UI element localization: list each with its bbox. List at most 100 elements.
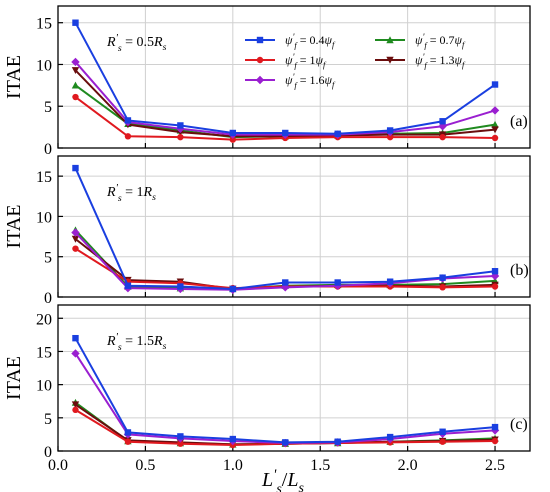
data-point (71, 228, 80, 237)
series-line (74, 84, 496, 139)
legend-marker (256, 56, 264, 64)
legend-label: ψ'f​ = 1.6ψf​ (285, 72, 336, 90)
data-point (72, 19, 79, 26)
data-point (124, 117, 132, 124)
data-point (386, 278, 394, 285)
y-tick-label: 10 (36, 378, 52, 395)
x-tick-label: 1.5 (310, 457, 330, 474)
data-point (282, 439, 289, 446)
y-tick-label: 15 (36, 344, 52, 361)
data-point (72, 93, 79, 101)
panel-annotation: R's​ = 1Rs​ (106, 183, 156, 204)
data-point (124, 282, 132, 289)
x-tick-label: 2.0 (398, 457, 418, 474)
data-point (334, 279, 341, 286)
data-point (229, 129, 237, 137)
panel-tag: (b) (510, 262, 529, 279)
panel-annotation: R's​ = 0.5Rs​ (106, 33, 167, 54)
legend-label: ψ'f​ = 0.4ψf​ (285, 32, 336, 50)
data-point (124, 438, 132, 445)
x-tick-label: 1.0 (223, 457, 243, 474)
data-point (72, 406, 79, 414)
data-point (439, 118, 446, 125)
data-point (71, 57, 80, 67)
series-line (74, 352, 496, 445)
data-point (439, 438, 446, 445)
x-tick-label: 0.0 (48, 457, 68, 474)
y-tick-label: 15 (36, 169, 52, 186)
y-tick-label: 10 (36, 57, 52, 74)
data-point (71, 349, 80, 358)
legend-marker (255, 75, 265, 85)
plot-frame (57, 155, 531, 298)
data-point (177, 433, 184, 440)
y-tick-label: 5 (44, 250, 52, 267)
y-axis-label: ITAE (3, 356, 25, 400)
data-point (439, 133, 446, 141)
y-axis-label: ITAE (3, 205, 25, 249)
panel-tag: (a) (510, 113, 528, 130)
data-point (491, 126, 499, 134)
data-point (491, 134, 499, 142)
data-point (177, 122, 184, 129)
data-point (491, 283, 499, 290)
y-tick-label: 5 (44, 411, 52, 428)
data-point (491, 268, 499, 275)
y-tick-label: 0 (44, 141, 52, 158)
legend-label: ψ'f​ = 0.7ψf​ (415, 32, 466, 50)
data-point (177, 440, 184, 447)
data-point (334, 438, 341, 445)
data-point (71, 235, 80, 243)
panel-tag: (c) (510, 416, 528, 433)
y-tick-label: 10 (36, 209, 52, 226)
data-point (386, 127, 394, 134)
x-tick-label: 0.5 (135, 457, 155, 474)
legend-marker (386, 36, 394, 44)
data-point (491, 81, 499, 88)
data-point (72, 245, 79, 252)
plot-frame (57, 5, 531, 149)
data-point (124, 133, 132, 140)
panel-b: 0 5 10 15 ITAE R's​ = 1Rs​ (b) (3, 155, 531, 307)
series-line (74, 401, 496, 446)
data-point (491, 120, 499, 128)
data-point (439, 274, 446, 281)
data-point (229, 435, 237, 443)
data-point (177, 133, 184, 141)
data-point (72, 164, 79, 172)
data-point (491, 437, 499, 445)
data-point (71, 81, 80, 89)
y-tick-label: 0 (44, 290, 52, 307)
legend-marker (386, 56, 394, 64)
legend: ψ'f​ = 0.4ψf​ ψ'f​ = 0.7ψf​ ψ'f​ = 1ψf​ ψ'f… (245, 32, 466, 90)
legend-marker (256, 36, 264, 44)
data-point (386, 433, 394, 441)
legend-label: ψ'f​ = 1.3ψf​ (415, 52, 466, 70)
data-point (229, 285, 237, 293)
data-point (491, 423, 499, 431)
panel-a: 0 5 10 15 ITAE R's​ = 0.5Rs​ (a) (3, 5, 531, 158)
data-point (71, 401, 80, 409)
plot-frame (57, 304, 531, 452)
series-line (74, 337, 496, 444)
data-point (438, 122, 447, 131)
data-point (282, 279, 289, 286)
panel-annotation: R's​ = 1.5Rs​ (106, 332, 167, 353)
x-tick-label: 2.5 (485, 457, 505, 474)
y-tick-label: 0 (44, 444, 52, 461)
data-point (71, 67, 80, 75)
x-axis-label: L's​/Ls​ (261, 467, 304, 492)
y-tick-label: 20 (36, 311, 52, 328)
y-axis-label: ITAE (3, 55, 25, 99)
y-tick-label: 15 (36, 16, 52, 33)
data-point (229, 136, 237, 143)
data-point (334, 130, 341, 137)
data-point (282, 129, 289, 137)
data-point (490, 106, 500, 115)
data-point (124, 429, 132, 436)
panel-c: 0 5 10 15 20 ITAE R's​ = 1.5Rs​ (c) (3, 304, 531, 461)
data-point (439, 428, 446, 435)
data-point (177, 283, 184, 290)
series-line (74, 403, 496, 446)
